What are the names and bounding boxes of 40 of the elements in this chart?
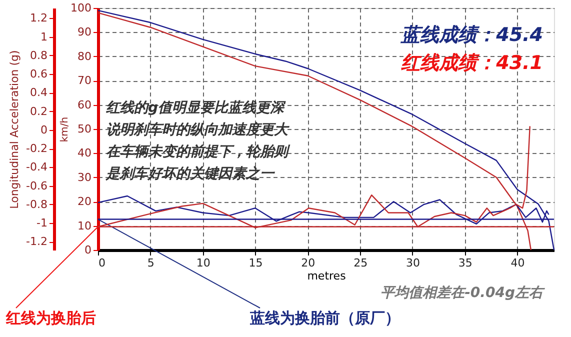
y2-tick-label: 0.4 xyxy=(30,86,48,100)
annotation: 红线为换胎后 xyxy=(5,309,96,327)
x-tick-label: 40 xyxy=(510,256,525,270)
y2-tick-label: -0.4 xyxy=(26,160,48,174)
x-tick-label: 25 xyxy=(354,256,368,270)
y-tick-label: 40 xyxy=(78,146,92,160)
x-tick-label: 0 xyxy=(98,256,106,270)
y2-tick-label: 0.8 xyxy=(30,48,48,62)
y2-tick-label: 1.2 xyxy=(30,12,48,25)
y2-tick-label: 0.2 xyxy=(30,104,48,118)
y2-tick-label: -0.8 xyxy=(26,198,48,211)
y-axis-title: km/h xyxy=(60,116,71,142)
y2-tick-label: -1.2 xyxy=(26,235,48,248)
y2-tick-label: 0 xyxy=(40,123,48,136)
x-tick-label: 5 xyxy=(147,256,154,270)
x-tick-label: 30 xyxy=(406,256,420,270)
y-tick-label: 0 xyxy=(84,244,92,256)
x-axis-title: metres xyxy=(307,270,346,282)
y2-tick-label: 1 xyxy=(40,30,48,44)
annotation: 蓝线为换胎前（原厂） xyxy=(249,309,400,327)
x-tick-label: 15 xyxy=(248,256,263,270)
y-tick-label: 10 xyxy=(78,219,92,232)
y-tick-label: 70 xyxy=(78,74,92,88)
y2-tick-label: -0.2 xyxy=(26,142,48,156)
y-tick-label: 100 xyxy=(70,2,92,14)
text: 平均值相差在-0.04g左右 xyxy=(380,285,546,301)
y-tick-label: 80 xyxy=(78,50,92,63)
y-tick-label: 50 xyxy=(78,122,92,136)
x-tick-label: 35 xyxy=(458,256,472,270)
y2-tick-label: -0.6 xyxy=(26,179,48,192)
x-tick-label: 20 xyxy=(301,256,316,270)
y-tick-label: 90 xyxy=(78,26,92,39)
y-tick-label: 30 xyxy=(78,170,92,184)
annotation: 红线成绩：43.1 xyxy=(400,52,543,74)
y-tick-label: 60 xyxy=(78,98,92,112)
y2-tick-label: 0.6 xyxy=(30,68,48,81)
y2-axis-title: Longitudinal Acceleration (g) xyxy=(8,50,22,209)
y-tick-label: 20 xyxy=(78,195,92,208)
y2-tick-label: -1 xyxy=(36,216,48,230)
x-tick-label: 10 xyxy=(196,256,210,270)
